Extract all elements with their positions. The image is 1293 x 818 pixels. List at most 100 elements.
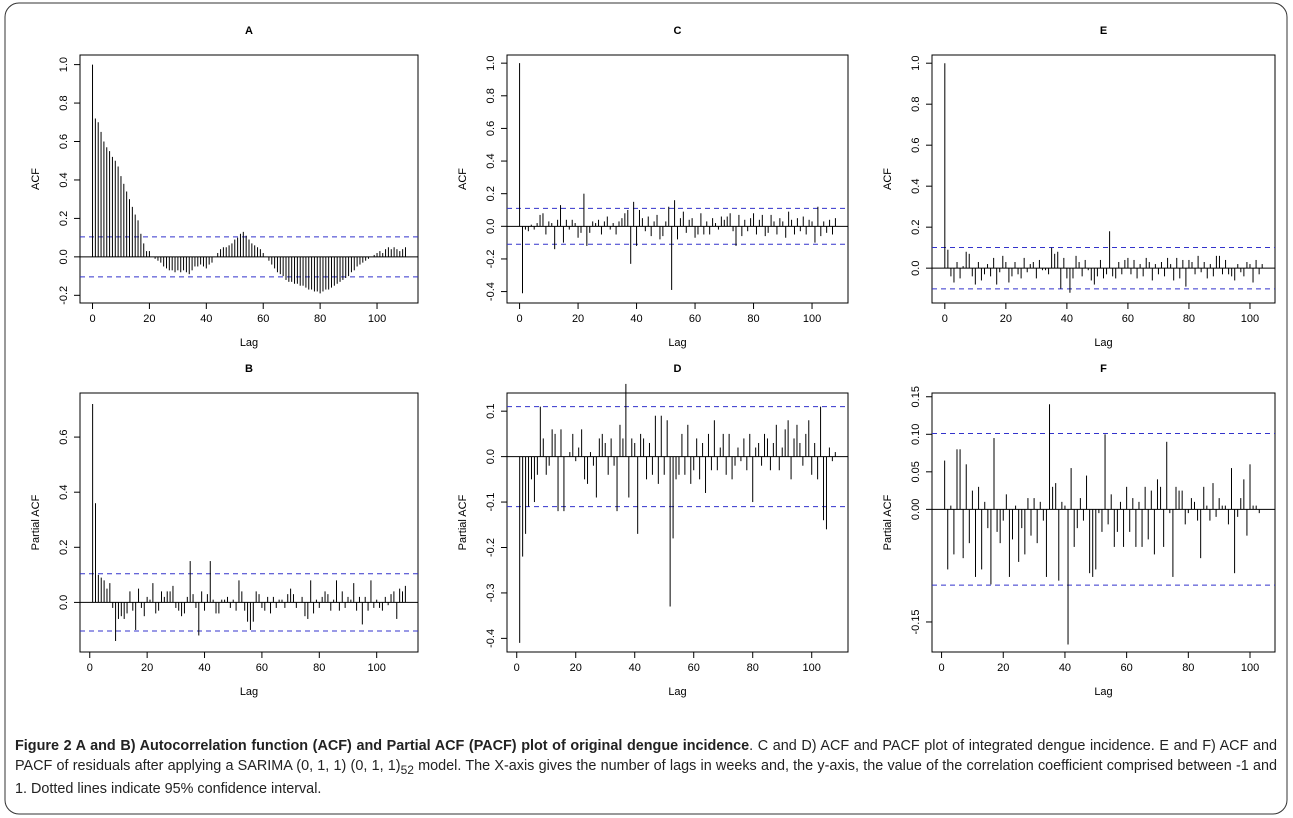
x-tick-label: 60 xyxy=(257,313,269,325)
x-tick-label: 40 xyxy=(629,662,641,674)
figure-frame xyxy=(4,2,1288,815)
panel-title: C xyxy=(674,25,682,37)
x-tick-label: 20 xyxy=(570,662,582,674)
x-tick-label: 0 xyxy=(942,313,948,325)
x-tick-label: 40 xyxy=(198,662,210,674)
x-tick-label: 80 xyxy=(747,662,759,674)
y-axis-label: ACF xyxy=(457,168,469,190)
y-tick-label: 0.4 xyxy=(485,153,497,168)
x-tick-label: 60 xyxy=(688,662,700,674)
y-tick-label: 0.2 xyxy=(58,540,70,555)
x-tick-label: 0 xyxy=(938,662,944,674)
x-tick-label: 20 xyxy=(141,662,153,674)
x-tick-label: 60 xyxy=(689,313,701,325)
y-tick-label: 0.2 xyxy=(58,211,70,226)
y-tick-label: 1.0 xyxy=(910,56,922,71)
y-tick-label: 0.4 xyxy=(58,172,70,187)
x-tick-label: 20 xyxy=(997,662,1009,674)
x-tick-label: 100 xyxy=(1241,313,1259,325)
x-tick-label: 40 xyxy=(1061,313,1073,325)
y-tick-label: 0.0 xyxy=(485,449,497,464)
plot-frame xyxy=(79,392,419,653)
y-axis-label: Partial ACF xyxy=(457,494,469,550)
y-tick-label: 0.6 xyxy=(58,134,70,149)
caption-text: . C and D) ACF and PACF plot of integrat… xyxy=(15,738,1277,774)
y-tick-label: 0.2 xyxy=(485,186,497,201)
y-tick-label: 0.0 xyxy=(58,595,70,610)
y-tick-label: 0.8 xyxy=(58,95,70,110)
x-tick-label: 60 xyxy=(1122,313,1134,325)
y-tick-label: -0.3 xyxy=(485,583,497,602)
plot-frame xyxy=(931,54,1276,304)
plot-frame xyxy=(506,392,849,653)
x-tick-label: 40 xyxy=(630,313,642,325)
x-tick-label: 20 xyxy=(572,313,584,325)
y-tick-label: -0.1 xyxy=(485,493,497,512)
x-tick-label: 100 xyxy=(803,662,821,674)
x-tick-label: 100 xyxy=(368,313,386,325)
y-tick-label: 0.1 xyxy=(485,404,497,419)
panel-title: E xyxy=(1100,25,1107,37)
x-tick-label: 40 xyxy=(1059,662,1071,674)
x-tick-label: 0 xyxy=(517,313,523,325)
plot-frame xyxy=(506,54,849,304)
caption-text: model. The X-axis gives the number of la… xyxy=(15,757,1277,797)
y-tick-label: 0.0 xyxy=(485,219,497,234)
x-tick-label: 0 xyxy=(87,662,93,674)
y-tick-label: -0.2 xyxy=(58,286,70,305)
x-axis-label: Lag xyxy=(240,337,258,349)
caption-subscript: 52 xyxy=(400,762,414,777)
y-tick-label: 1.0 xyxy=(485,56,497,71)
y-tick-label: -0.2 xyxy=(485,249,497,268)
y-tick-label: 0.6 xyxy=(910,138,922,153)
x-tick-label: 20 xyxy=(1000,313,1012,325)
x-tick-label: 60 xyxy=(1121,662,1133,674)
y-tick-label: 0.2 xyxy=(910,220,922,235)
caption-lead: Figure 2 A and B) Autocorrelation functi… xyxy=(15,738,750,754)
panel-title: D xyxy=(674,363,682,375)
x-tick-label: 80 xyxy=(1183,313,1195,325)
y-axis-label: Partial ACF xyxy=(30,494,42,550)
x-tick-label: 100 xyxy=(803,313,821,325)
plot-frame xyxy=(931,392,1276,653)
panel-title: A xyxy=(245,25,253,37)
x-axis-label: Lag xyxy=(1094,686,1112,698)
y-tick-label: 0.6 xyxy=(485,121,497,136)
x-tick-label: 0 xyxy=(514,662,520,674)
x-tick-label: 100 xyxy=(368,662,386,674)
y-tick-label: 1.0 xyxy=(58,57,70,72)
x-axis-label: Lag xyxy=(668,337,686,349)
x-tick-label: 80 xyxy=(1182,662,1194,674)
panel-title: F xyxy=(1100,363,1107,375)
y-tick-label: 0.4 xyxy=(910,179,922,194)
caption: Figure 2 A and B) Autocorrelation functi… xyxy=(15,737,1277,799)
x-axis-label: Lag xyxy=(240,686,258,698)
y-tick-label: 0.05 xyxy=(910,461,922,482)
y-tick-label: -0.4 xyxy=(485,629,497,648)
x-tick-label: 40 xyxy=(200,313,212,325)
x-axis-label: Lag xyxy=(1094,337,1112,349)
y-axis-label: ACF xyxy=(30,168,42,190)
y-tick-label: 0.0 xyxy=(58,249,70,264)
y-tick-label: 0.8 xyxy=(485,88,497,103)
y-axis-label: ACF xyxy=(882,168,894,190)
x-axis-label: Lag xyxy=(668,686,686,698)
y-axis-label: Partial ACF xyxy=(882,494,894,550)
x-tick-label: 100 xyxy=(1241,662,1259,674)
y-tick-label: -0.2 xyxy=(485,538,497,557)
plot-frame xyxy=(79,54,419,304)
x-tick-label: 80 xyxy=(747,313,759,325)
y-tick-label: 0.15 xyxy=(910,386,922,407)
x-tick-label: 20 xyxy=(143,313,155,325)
x-tick-label: 80 xyxy=(313,662,325,674)
x-tick-label: 80 xyxy=(314,313,326,325)
y-tick-label: 0.4 xyxy=(58,485,70,500)
y-tick-label: 0.10 xyxy=(910,424,922,445)
x-tick-label: 60 xyxy=(256,662,268,674)
y-tick-label: 0.8 xyxy=(910,97,922,112)
y-tick-label: -0.4 xyxy=(485,282,497,301)
x-tick-label: 0 xyxy=(89,313,95,325)
panel-title: B xyxy=(245,363,253,375)
